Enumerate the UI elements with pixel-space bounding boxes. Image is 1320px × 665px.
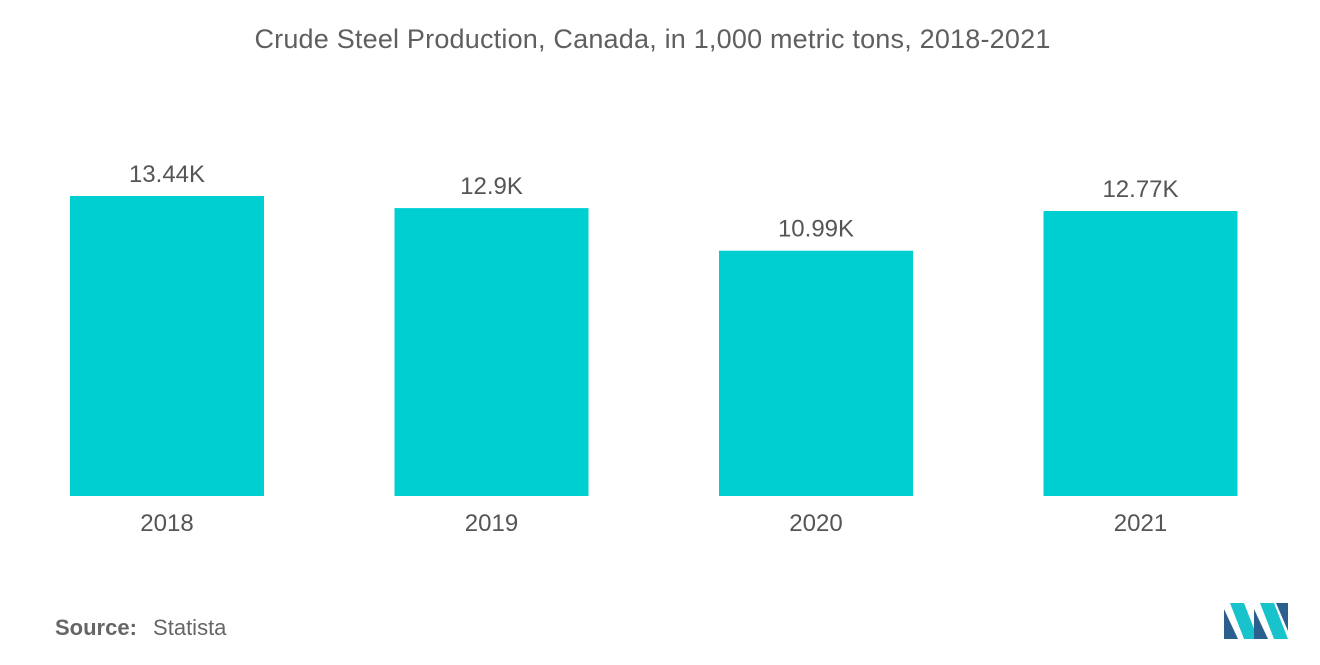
logo-shape-mid-right xyxy=(1254,609,1268,639)
bar-2021 xyxy=(1043,211,1238,496)
x-tick-label-2021: 2021 xyxy=(1114,510,1167,537)
data-label-2021: 12.77K xyxy=(1102,176,1178,203)
bar-2018 xyxy=(70,196,264,496)
x-tick-label-2020: 2020 xyxy=(789,510,842,537)
bar-2019 xyxy=(394,208,589,496)
logo-shape-left xyxy=(1224,609,1238,639)
logo-shape-right xyxy=(1260,603,1288,639)
bar-2020 xyxy=(719,250,913,496)
logo-shape-far-right xyxy=(1276,603,1288,631)
logo-shape-mid-left xyxy=(1230,603,1258,639)
source-label: Source: xyxy=(55,615,137,640)
data-label-2018: 13.44K xyxy=(129,161,205,188)
x-tick-label-2019: 2019 xyxy=(465,510,518,537)
source-value: Statista xyxy=(153,615,227,640)
x-tick-label-2018: 2018 xyxy=(140,510,193,537)
data-label-2020: 10.99K xyxy=(778,216,854,243)
chart-title: Crude Steel Production, Canada, in 1,000… xyxy=(254,24,1051,54)
brand-logo-icon xyxy=(1224,603,1288,639)
data-label-2019: 12.9K xyxy=(460,173,523,200)
source-note: Source: Statista xyxy=(55,615,226,641)
